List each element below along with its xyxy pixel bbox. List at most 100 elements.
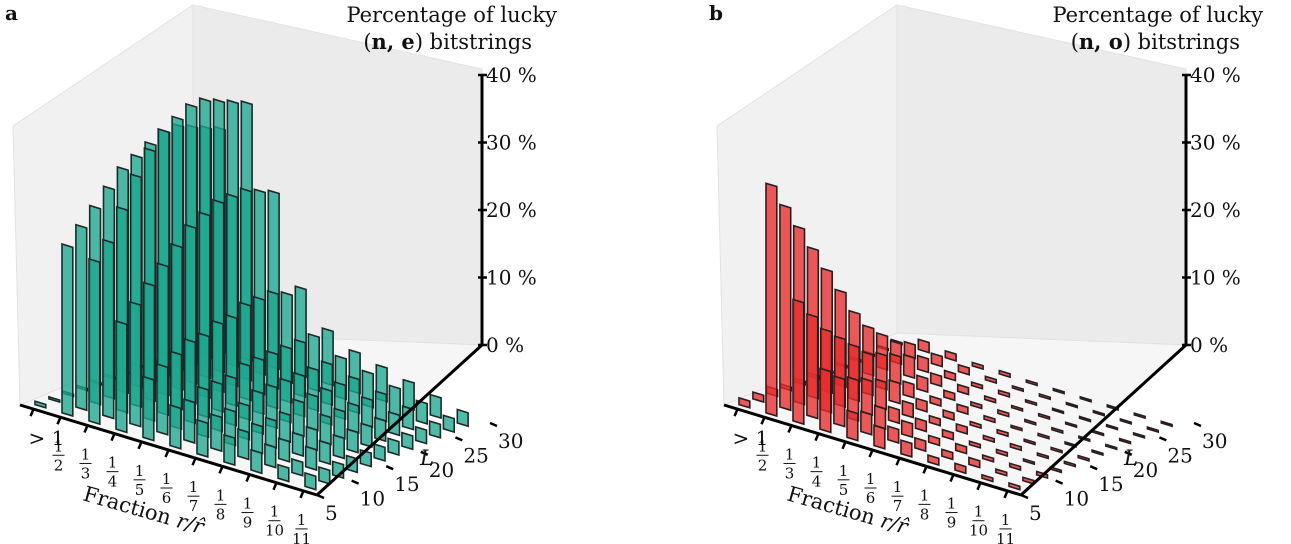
x-tick-mark <box>56 416 62 425</box>
bar-L28-1over10 <box>429 393 442 420</box>
x-tick-mark <box>868 449 874 458</box>
bar-L22-1over4 <box>929 371 943 388</box>
bar-L10-1over9 <box>981 454 995 463</box>
x-tick-denominator: 6 <box>866 489 876 507</box>
bar-L18-1over9 <box>1037 432 1050 440</box>
x-tick-mark <box>137 441 143 450</box>
x-tick-numerator: 1 <box>920 486 930 504</box>
bar-L8-1over4 <box>833 375 846 428</box>
bar-L22-1over11 <box>414 425 428 445</box>
bar-L14-1over10 <box>1036 452 1050 460</box>
bar-L6-1over11 <box>1008 481 1021 491</box>
x-tick-mark <box>760 416 766 425</box>
bar-L28-1over4 <box>971 361 984 371</box>
panel-letter: a <box>5 1 18 25</box>
x-tick-mark <box>976 482 982 491</box>
bar-L28-1over9 <box>402 378 415 411</box>
bar-L26-1over4 <box>957 363 971 376</box>
bar-L18-1over4 <box>902 380 915 399</box>
bar-L16-1over6 <box>942 408 955 422</box>
bar-L20-1over4 <box>916 374 929 394</box>
bar-L6-1over5 <box>142 375 155 442</box>
l-tick-mark <box>1020 493 1029 500</box>
z-tick-label: 40 % <box>486 63 537 87</box>
bar-L14-1over4 <box>874 378 887 411</box>
x-tick-mark <box>299 490 305 499</box>
bar-L24-1over11 <box>1132 431 1146 439</box>
l-tick-label: 5 <box>325 501 338 525</box>
x-tick-denominator: 3 <box>81 464 91 482</box>
x-tick-denominator: 5 <box>839 481 849 499</box>
bar-L14-1over6 <box>928 414 941 427</box>
bar-L26-1over8 <box>1065 401 1079 409</box>
x-tick-numerator: 1 <box>758 437 768 455</box>
bar-L6-1over10 <box>981 473 994 483</box>
bar-L12-1over8 <box>264 416 278 449</box>
x-tick-label: > 1 <box>29 426 65 450</box>
bar-L12-1over9 <box>995 448 1009 458</box>
x-tick-mark <box>83 424 89 433</box>
x-tick-mark <box>272 482 278 491</box>
bar-L26-1over3 <box>930 352 943 368</box>
x-tick-mark <box>949 474 955 483</box>
bars-layer <box>34 97 469 491</box>
bar-L8-1over6 <box>887 425 900 445</box>
bar-L14-1over8 <box>278 410 292 444</box>
bar-L8-1over10 <box>995 468 1008 477</box>
bar-L8-1over11 <box>318 466 331 485</box>
bar-L28-1over2 <box>917 338 930 354</box>
x-tick-numerator: 1 <box>839 462 849 480</box>
bar-L16-1over9 <box>1023 438 1036 446</box>
bar-L26-1over9 <box>1092 409 1106 417</box>
bar-L20-1over8 <box>1024 418 1037 426</box>
bar-L6-1over9 <box>954 462 967 475</box>
bar-L8-1over2 <box>75 223 88 412</box>
l-ticks: 5 10 15 20 25 30 <box>316 421 523 525</box>
x-tick-numerator: 1 <box>108 454 118 472</box>
bar-L16-1over8 <box>292 398 305 438</box>
bar-L22-1over6 <box>983 394 997 404</box>
bar-L16-1over9 <box>319 413 332 446</box>
bar-L8-1over3 <box>102 238 115 420</box>
bar-L8-1over5 <box>860 410 873 436</box>
x-tick-denominator: 8 <box>216 505 226 523</box>
x-tick-numerator: 1 <box>135 462 145 480</box>
x-tick-denominator: 4 <box>812 473 822 491</box>
x-tick-numerator: 1 <box>297 511 307 529</box>
x-tick-denominator: 6 <box>162 489 172 507</box>
bar-L28-1over7 <box>1052 387 1065 395</box>
z-ticks: 0 % 10 % 20 % 30 % 40 % <box>478 63 537 357</box>
bar-L22-1over5 <box>956 383 970 396</box>
x-tick-numerator: 1 <box>812 454 822 472</box>
bar-L24-1over11 <box>428 420 442 439</box>
l-axis-line <box>1019 343 1188 497</box>
l-tick-mark <box>1055 479 1064 485</box>
bar-L24-1over10 <box>401 405 415 431</box>
bar-L8-gt1 <box>48 395 61 404</box>
bar-L24-1over8 <box>1051 407 1065 415</box>
bar-L16-1over10 <box>346 428 359 454</box>
x-tick-numerator: 1 <box>54 437 64 455</box>
bar-L18-1over10 <box>360 422 373 448</box>
x-tick-mark <box>110 433 116 442</box>
z-tick-label: 30 % <box>486 131 537 155</box>
bar-L14-1over10 <box>332 433 346 460</box>
bar-L10-1over9 <box>277 437 291 463</box>
bar-L6-1over10 <box>277 463 290 483</box>
x-tick-denominator: 7 <box>893 497 903 515</box>
x-tick-denominator: 10 <box>265 522 284 540</box>
bar-L22-1over8 <box>1037 412 1051 421</box>
bar-L6-1over2 <box>61 242 74 418</box>
bar-L8-1over2 <box>779 203 792 412</box>
bar-L6-1over2 <box>765 182 778 418</box>
l-tick-label: 5 <box>1029 501 1042 525</box>
x-tick-numerator: 1 <box>893 478 903 496</box>
bar-L10-1over7 <box>927 434 941 447</box>
x-tick-numerator: 1 <box>216 486 226 504</box>
bar-L18-1over11 <box>1091 449 1104 457</box>
l-axis-label: L <box>419 446 434 470</box>
bar-L6-1over9 <box>250 448 263 475</box>
l-tick-label: 10 <box>360 487 385 511</box>
